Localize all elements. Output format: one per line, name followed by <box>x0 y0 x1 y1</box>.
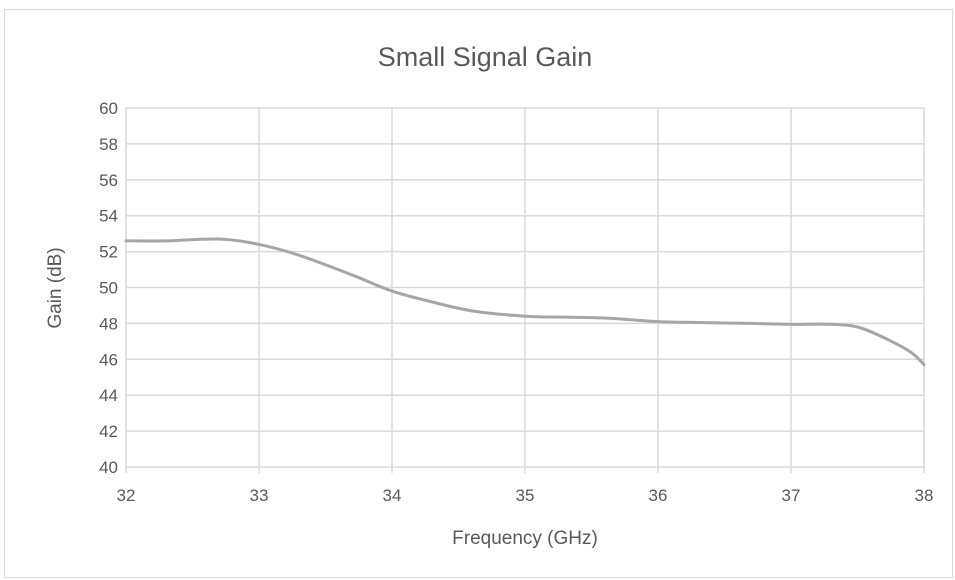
x-tick-label: 34 <box>383 486 402 505</box>
y-tick-label: 46 <box>99 350 118 369</box>
y-tick-label: 54 <box>99 207 118 226</box>
y-tick-label: 58 <box>99 135 118 154</box>
y-tick-label: 52 <box>99 243 118 262</box>
gain-series-line <box>124 237 926 367</box>
chart-area: Small Signal Gain 40 42 44 46 48 50 52 54 56 58 60… <box>4 9 953 578</box>
x-tick-label: 33 <box>250 486 269 505</box>
y-tick-label: 56 <box>99 171 118 190</box>
y-axis-ticks: 40 42 44 46 48 50 52 54 56 58 60 <box>99 99 118 477</box>
y-tick-label: 60 <box>99 99 118 118</box>
y-axis-title: Gain (dB) <box>45 247 66 328</box>
y-tick-label: 48 <box>99 314 118 333</box>
line-chart: Small Signal Gain 40 42 44 46 48 50 52 54 56 58 60… <box>45 42 934 549</box>
y-tick-label: 44 <box>99 386 118 405</box>
chart-title: Small Signal Gain <box>378 42 593 72</box>
gridlines <box>125 107 925 473</box>
y-tick-label: 50 <box>99 279 118 298</box>
x-tick-label: 38 <box>915 486 934 505</box>
x-tick-label: 32 <box>117 486 136 505</box>
x-tick-label: 37 <box>782 486 801 505</box>
y-tick-label: 40 <box>99 458 118 477</box>
x-axis-ticks: 32 33 34 35 36 37 38 <box>117 486 934 505</box>
y-tick-label: 42 <box>99 422 118 441</box>
x-tick-label: 36 <box>649 486 668 505</box>
x-tick-label: 35 <box>516 486 535 505</box>
x-axis-title: Frequency (GHz) <box>452 528 598 549</box>
